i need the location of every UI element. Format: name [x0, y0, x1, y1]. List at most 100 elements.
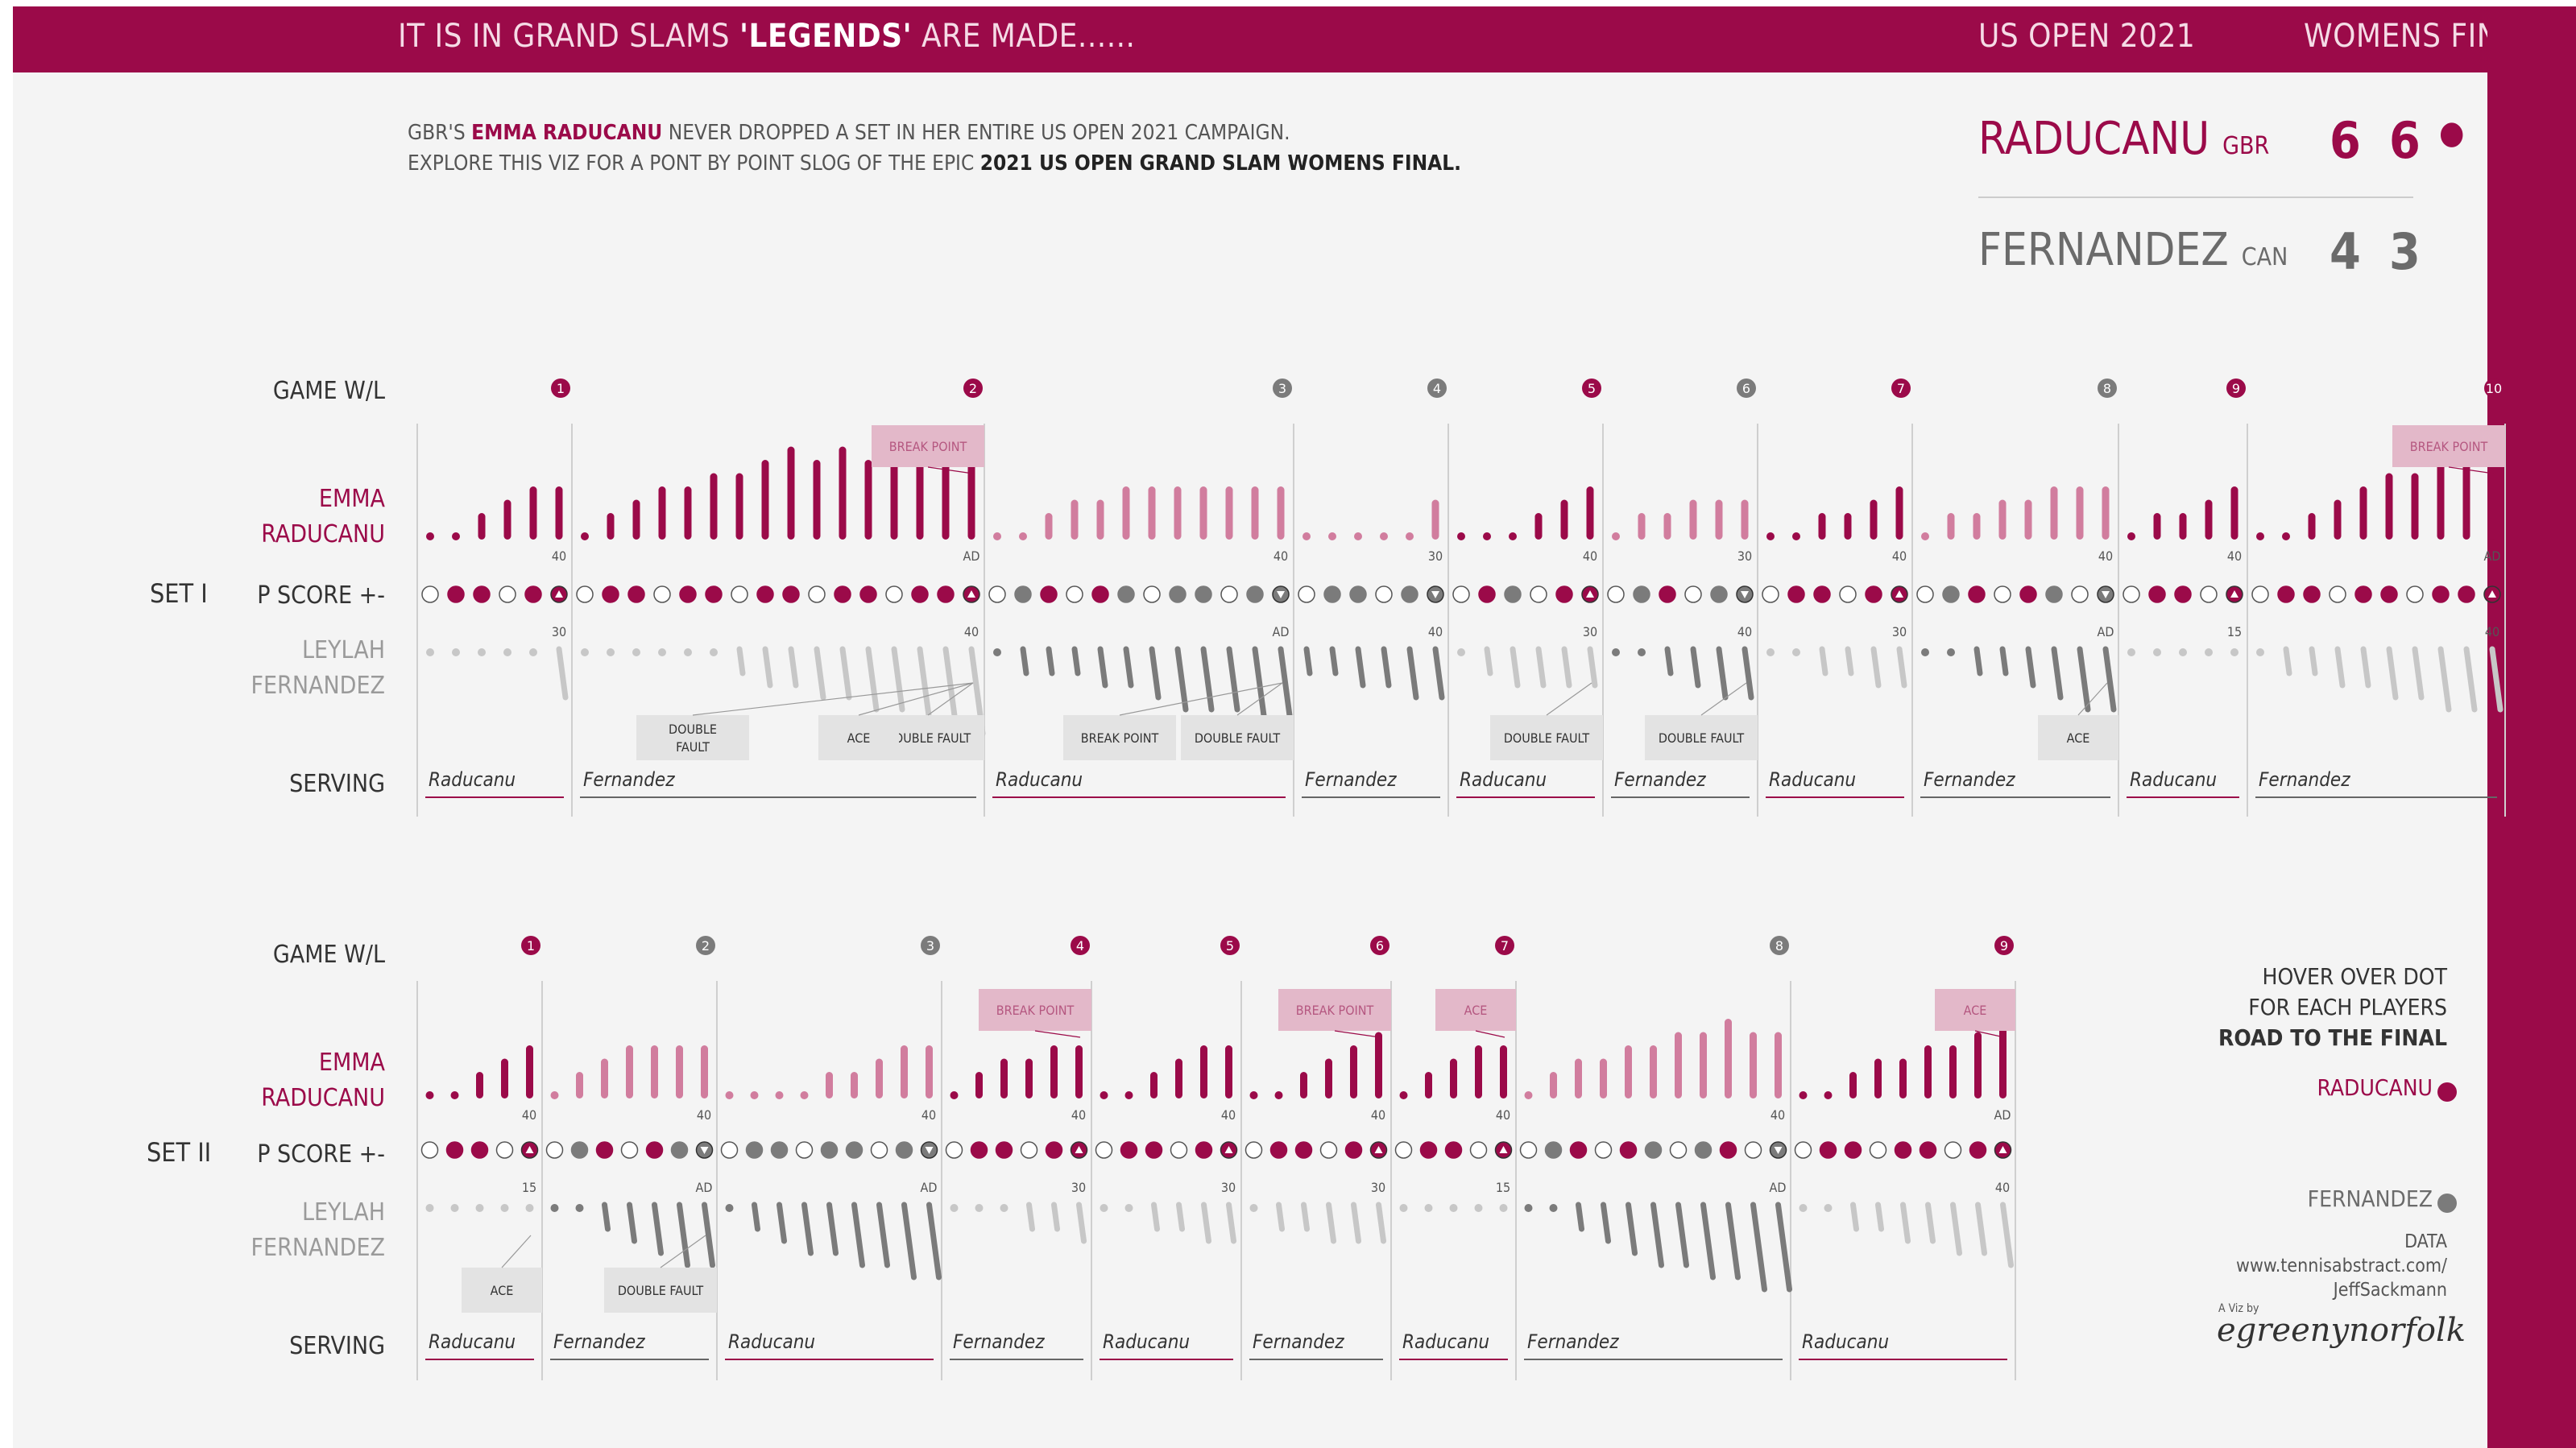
point-dot[interactable]	[820, 1141, 839, 1159]
point-dot[interactable]	[1220, 585, 1238, 603]
point-dot[interactable]	[895, 1141, 913, 1159]
point-dot[interactable]	[970, 1141, 988, 1159]
point-dot[interactable]	[1478, 585, 1496, 603]
point-dot[interactable]	[1813, 585, 1831, 603]
point-dot[interactable]	[1844, 1141, 1862, 1159]
point-dot[interactable]	[1694, 1141, 1713, 1159]
point-dot[interactable]	[1839, 585, 1857, 603]
point-dot[interactable]	[2200, 585, 2218, 603]
point-dot[interactable]	[1944, 1141, 1962, 1159]
point-dot[interactable]	[1968, 585, 1986, 603]
point-dot[interactable]	[845, 1141, 863, 1159]
point-dot[interactable]	[602, 585, 619, 603]
point-dot[interactable]	[1394, 1141, 1413, 1159]
point-dot[interactable]	[1633, 585, 1650, 603]
point-dot[interactable]	[1762, 585, 1779, 603]
point-dot[interactable]	[795, 1141, 814, 1159]
point-dot[interactable]	[770, 1141, 789, 1159]
point-dot[interactable]	[859, 585, 877, 603]
point-dot[interactable]	[524, 585, 542, 603]
point-dot[interactable]	[1865, 585, 1882, 603]
point-dot[interactable]	[576, 585, 594, 603]
point-dot[interactable]	[1419, 1141, 1438, 1159]
point-dot[interactable]	[1594, 1141, 1613, 1159]
point-dot[interactable]	[653, 585, 671, 603]
point-dot[interactable]	[2303, 585, 2321, 603]
point-dot[interactable]	[2174, 585, 2192, 603]
point-dot[interactable]	[2277, 585, 2295, 603]
point-dot[interactable]	[945, 1141, 963, 1159]
point-dot[interactable]	[445, 1141, 464, 1159]
point-dot[interactable]	[2354, 585, 2372, 603]
point-dot[interactable]	[1045, 1141, 1063, 1159]
point-dot[interactable]	[1452, 585, 1470, 603]
point-dot[interactable]	[495, 1141, 514, 1159]
point-dot[interactable]	[1619, 1141, 1638, 1159]
point-dot[interactable]	[2380, 585, 2398, 603]
point-dot[interactable]	[1710, 585, 1728, 603]
point-dot[interactable]	[473, 585, 491, 603]
point-dot[interactable]	[1143, 585, 1161, 603]
point-dot[interactable]	[1401, 585, 1418, 603]
point-dot[interactable]	[1091, 585, 1109, 603]
point-dot[interactable]	[627, 585, 645, 603]
point-dot[interactable]	[1117, 585, 1135, 603]
point-dot[interactable]	[420, 1141, 439, 1159]
point-dot[interactable]	[720, 1141, 739, 1159]
point-dot[interactable]	[782, 585, 800, 603]
point-dot[interactable]	[1916, 585, 1934, 603]
point-dot[interactable]	[447, 585, 465, 603]
point-dot[interactable]	[1787, 585, 1805, 603]
point-dot[interactable]	[2123, 585, 2140, 603]
point-dot[interactable]	[1969, 1141, 1987, 1159]
point-dot[interactable]	[1245, 1141, 1263, 1159]
point-dot[interactable]	[1659, 585, 1676, 603]
point-dot[interactable]	[995, 1141, 1013, 1159]
point-dot[interactable]	[1555, 585, 1573, 603]
point-dot[interactable]	[499, 585, 516, 603]
point-dot[interactable]	[2432, 585, 2450, 603]
point-dot[interactable]	[1869, 1141, 1887, 1159]
point-dot[interactable]	[1644, 1141, 1663, 1159]
point-dot[interactable]	[756, 585, 774, 603]
point-dot[interactable]	[1375, 585, 1393, 603]
point-dot[interactable]	[2251, 585, 2269, 603]
point-dot[interactable]	[1349, 585, 1367, 603]
point-dot[interactable]	[1323, 585, 1341, 603]
point-dot[interactable]	[1145, 1141, 1163, 1159]
point-dot[interactable]	[1344, 1141, 1363, 1159]
point-dot[interactable]	[2071, 585, 2089, 603]
point-dot[interactable]	[1794, 1141, 1812, 1159]
point-dot[interactable]	[937, 585, 955, 603]
point-dot[interactable]	[620, 1141, 639, 1159]
point-dot[interactable]	[1530, 585, 1547, 603]
point-dot[interactable]	[1919, 1141, 1937, 1159]
point-dot[interactable]	[2406, 585, 2424, 603]
point-dot[interactable]	[645, 1141, 664, 1159]
legend-p2-dot[interactable]	[2437, 1194, 2457, 1213]
point-dot[interactable]	[2458, 585, 2475, 603]
point-dot[interactable]	[1020, 1141, 1038, 1159]
point-dot[interactable]	[1095, 1141, 1113, 1159]
point-dot[interactable]	[834, 585, 851, 603]
point-dot[interactable]	[911, 585, 929, 603]
point-dot[interactable]	[1669, 1141, 1688, 1159]
point-dot[interactable]	[885, 585, 903, 603]
point-dot[interactable]	[1544, 1141, 1563, 1159]
point-dot[interactable]	[745, 1141, 764, 1159]
point-dot[interactable]	[1684, 585, 1702, 603]
point-dot[interactable]	[1894, 1141, 1912, 1159]
point-dot[interactable]	[1170, 1141, 1188, 1159]
point-dot[interactable]	[570, 1141, 589, 1159]
point-dot[interactable]	[1519, 1141, 1538, 1159]
point-dot[interactable]	[1994, 585, 2011, 603]
point-dot[interactable]	[1066, 585, 1083, 603]
point-dot[interactable]	[705, 585, 723, 603]
point-dot[interactable]	[421, 585, 439, 603]
point-dot[interactable]	[1298, 585, 1315, 603]
point-dot[interactable]	[1195, 585, 1212, 603]
point-dot[interactable]	[2329, 585, 2346, 603]
point-dot[interactable]	[679, 585, 697, 603]
point-dot[interactable]	[808, 585, 826, 603]
point-dot[interactable]	[1014, 585, 1032, 603]
